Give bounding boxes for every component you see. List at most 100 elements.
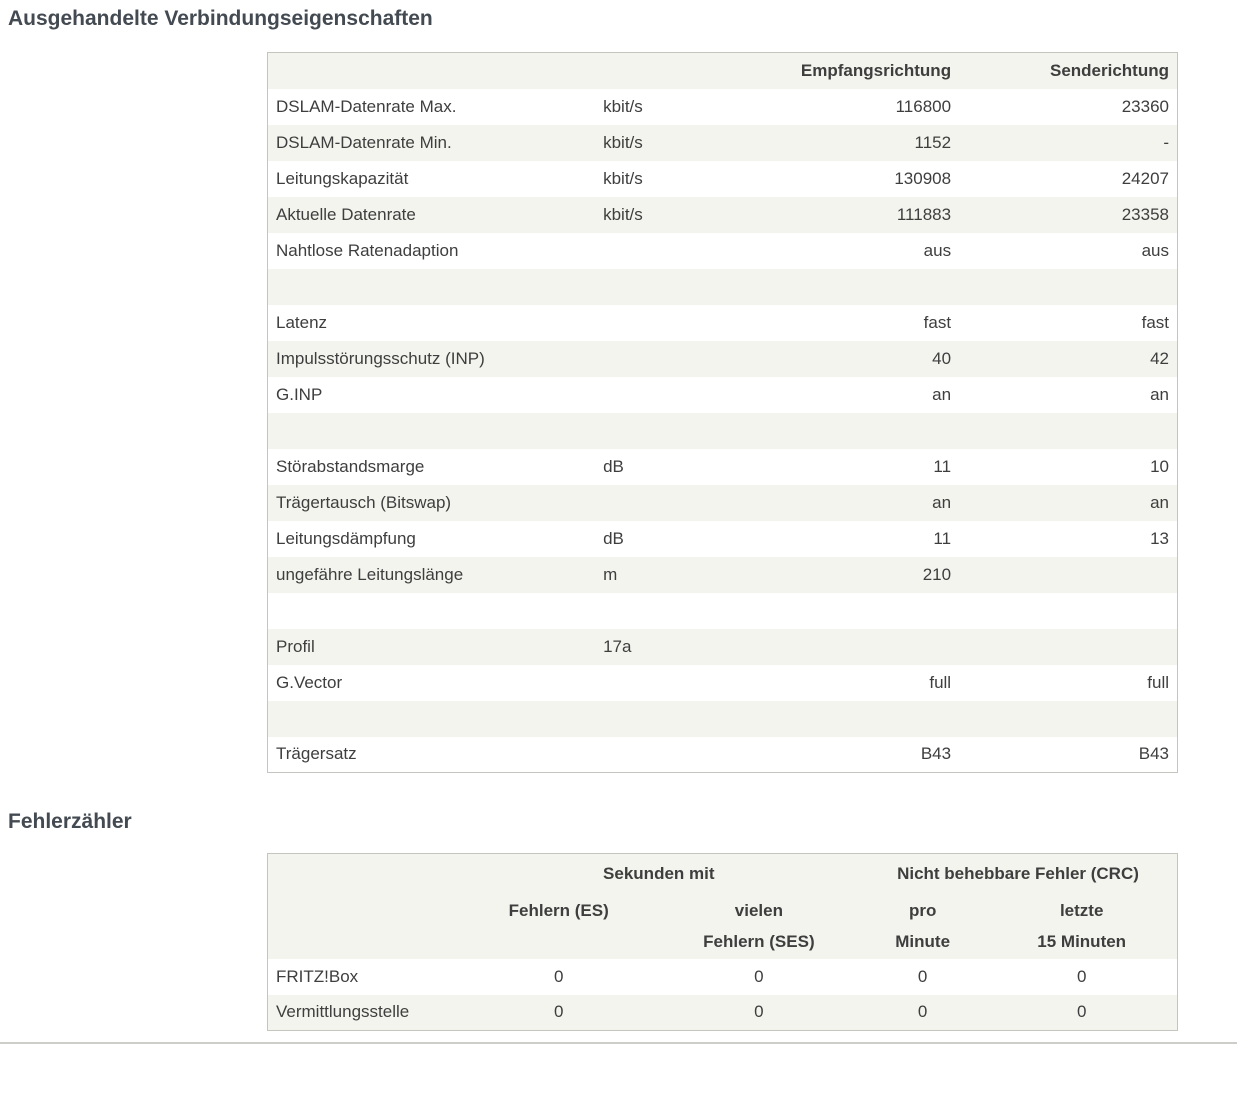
property-value-upstream	[959, 629, 1177, 665]
property-label: Nahtlose Ratenadaption	[276, 240, 459, 260]
property-unit: kbit/s	[603, 204, 643, 224]
error-row-label: Vermittlungsstelle	[276, 1002, 410, 1022]
property-value-downstream: aus	[923, 240, 952, 260]
property-value-downstream	[713, 629, 959, 665]
property-unit	[595, 341, 713, 377]
property-value-downstream: 11	[933, 456, 952, 476]
property-unit	[595, 413, 713, 449]
group-header-uncorrectable-errors-crc: Nicht behebbare Fehler (CRC)	[897, 863, 1139, 883]
property-unit	[595, 737, 713, 773]
connection-table-row: Leitungskapazität kbit/s 130908 24207	[267, 160, 1178, 197]
connection-table-row: Aktuelle Datenrate kbit/s 111883 23358	[267, 196, 1178, 233]
error-value-crc-per-minute: 0	[917, 1002, 928, 1022]
error-table-row: FRITZ!Box 0 0 0 0	[267, 958, 1178, 995]
sub-header-crc-per-minute: pro Minute	[859, 894, 986, 959]
property-value-upstream: -	[1163, 132, 1169, 152]
property-value-upstream: aus	[1141, 240, 1169, 260]
error-row-label: FRITZ!Box	[276, 966, 359, 986]
property-unit	[595, 305, 713, 341]
property-label: Trägersatz	[276, 744, 357, 764]
connection-table-row: ungefähre Leitungslänge m 210	[267, 556, 1178, 593]
property-value-upstream	[959, 413, 1177, 449]
error-table-group-header-row: Sekunden mit Nicht behebbare Fehler (CRC…	[267, 853, 1178, 894]
property-label: G.INP	[276, 384, 323, 404]
property-value-upstream: 10	[1150, 456, 1169, 476]
property-label: Störabstandsmarge	[276, 456, 425, 476]
sub-header-line: Minute	[895, 931, 951, 951]
property-unit	[595, 593, 713, 629]
property-label: Aktuelle Datenrate	[276, 204, 416, 224]
property-unit: 17a	[603, 636, 632, 656]
property-label	[268, 413, 596, 449]
error-value-ses: 0	[754, 1002, 764, 1022]
property-value-upstream: 42	[1150, 348, 1169, 368]
property-unit: dB	[603, 456, 624, 476]
property-value-downstream: an	[932, 492, 952, 512]
error-table-sub-header-row: Fehlern (ES) vielen Fehlern (SES) pro Mi…	[267, 893, 1178, 959]
property-label: Latenz	[276, 312, 328, 332]
property-value-upstream	[959, 269, 1177, 305]
property-label: Leitungsdämpfung	[276, 528, 416, 548]
property-unit: kbit/s	[603, 96, 643, 116]
header-empty-label-cell	[268, 53, 596, 89]
error-value-crc-last-15-min: 0	[1076, 1002, 1087, 1022]
error-table-row: Vermittlungsstelle 0 0 0 0	[267, 994, 1178, 1031]
property-unit: dB	[603, 528, 624, 548]
property-value-downstream: an	[932, 384, 952, 404]
header-upstream: Senderichtung	[1049, 60, 1169, 80]
connection-table-row: Trägertausch (Bitswap) an an	[267, 484, 1178, 521]
property-value-upstream: 23360	[1121, 96, 1169, 116]
property-unit	[595, 377, 713, 413]
property-label: Trägertausch (Bitswap)	[276, 492, 452, 512]
error-counter-table: Sekunden mit Nicht behebbare Fehler (CRC…	[267, 853, 1178, 1031]
property-unit	[595, 485, 713, 521]
connection-table-row: Latenz fast fast	[267, 304, 1178, 341]
connection-table-row: Leitungsdämpfung dB 11 13	[267, 520, 1178, 557]
property-value-downstream: full	[929, 672, 952, 692]
property-label	[268, 701, 596, 737]
property-label: DSLAM-Datenrate Min.	[276, 132, 452, 152]
property-value-downstream	[713, 413, 959, 449]
property-label	[268, 593, 596, 629]
connection-table-row: Nahtlose Ratenadaption aus aus	[267, 232, 1178, 269]
connection-properties-title: Ausgehandelte Verbindungseigenschaften	[8, 7, 433, 30]
property-unit	[595, 233, 713, 269]
property-value-upstream: an	[1150, 384, 1169, 404]
sub-header-line: Fehlern (SES)	[703, 931, 815, 951]
connection-table-row: G.INP an an	[267, 376, 1178, 413]
property-value-downstream: 116800	[895, 96, 952, 116]
property-value-downstream: 11	[933, 528, 952, 548]
property-value-downstream: fast	[923, 312, 952, 332]
sub-header-line: pro	[908, 900, 937, 920]
property-label: G.Vector	[276, 672, 343, 692]
property-label	[268, 269, 596, 305]
property-value-upstream: B43	[1138, 744, 1169, 764]
header-downstream: Empfangsrichtung	[800, 60, 952, 80]
property-value-upstream: 23358	[1121, 204, 1169, 224]
connection-properties-table: Empfangsrichtung Senderichtung DSLAM-Dat…	[267, 52, 1178, 773]
sub-header-line: 15 Minuten	[1037, 931, 1127, 951]
connection-table-row: Störabstandsmarge dB 11 10	[267, 448, 1178, 485]
group-header-empty-cell	[268, 854, 459, 894]
property-unit: kbit/s	[603, 132, 643, 152]
connection-table-row	[267, 268, 1178, 305]
property-value-upstream: full	[1147, 672, 1169, 692]
property-value-downstream	[713, 701, 959, 737]
property-value-downstream: 111883	[896, 204, 952, 224]
group-header-seconds-with-errors: Sekunden mit	[603, 863, 715, 883]
connection-table-row	[267, 412, 1178, 449]
property-label: ungefähre Leitungslänge	[276, 564, 464, 584]
sub-header-errored-seconds: Fehlern (ES)	[459, 894, 659, 959]
property-value-downstream: 1152	[914, 132, 952, 152]
property-label: Impulsstörungsschutz (INP)	[276, 348, 485, 368]
property-unit	[595, 665, 713, 701]
sub-header-line: letzte	[1059, 900, 1104, 920]
property-value-downstream: 130908	[894, 168, 952, 188]
property-value-upstream	[959, 593, 1177, 629]
property-label: DSLAM-Datenrate Max.	[276, 96, 457, 116]
sub-header-line: vielen	[734, 900, 783, 920]
sub-header-crc-last-15-minutes: letzte 15 Minuten	[986, 894, 1177, 959]
page-bottom-divider	[0, 1042, 1237, 1044]
property-label: Leitungskapazität	[276, 168, 409, 188]
